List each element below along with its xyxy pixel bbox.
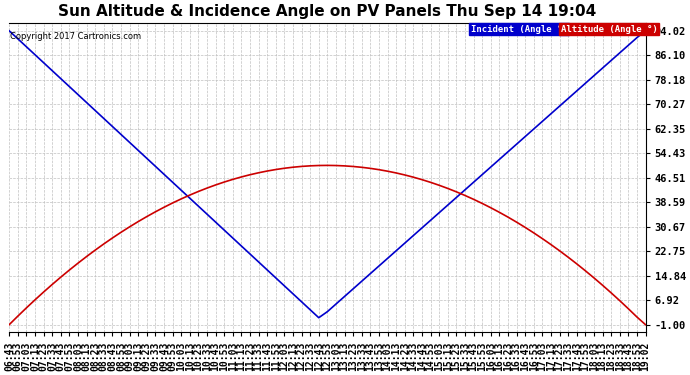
- Text: Altitude (Angle °): Altitude (Angle °): [561, 25, 658, 34]
- Text: Incident (Angle °): Incident (Angle °): [471, 25, 567, 34]
- Title: Sun Altitude & Incidence Angle on PV Panels Thu Sep 14 19:04: Sun Altitude & Incidence Angle on PV Pan…: [58, 4, 596, 19]
- Text: Copyright 2017 Cartronics.com: Copyright 2017 Cartronics.com: [10, 32, 141, 41]
